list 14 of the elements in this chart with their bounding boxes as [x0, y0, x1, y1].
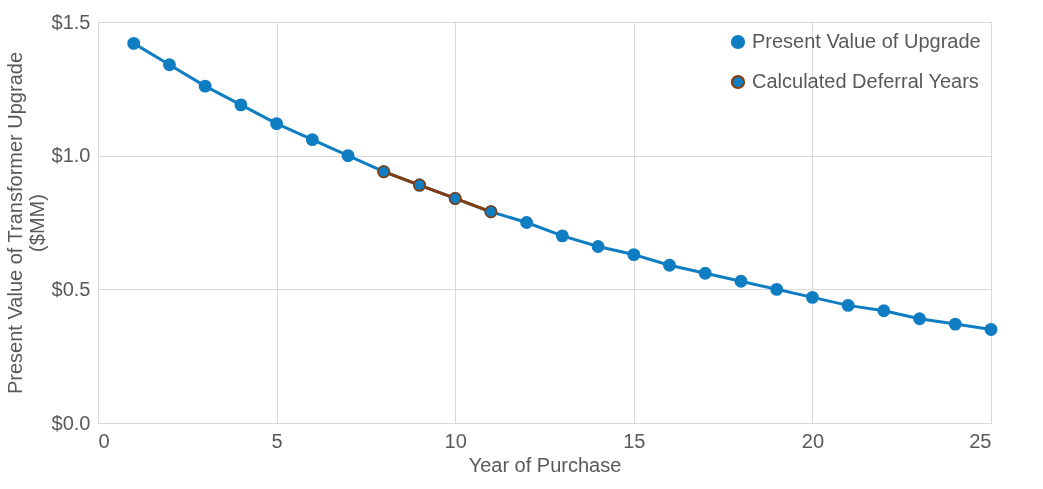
y-tick-label: $1.0 [51, 144, 91, 167]
x-tick-label: 25 [969, 429, 992, 452]
x-tick-label: 5 [271, 429, 283, 452]
x-tick-label: 10 [444, 429, 467, 452]
x-tick-label: 15 [623, 429, 646, 452]
x-tick-label: 0 [98, 429, 110, 452]
y-tick-label: $1.5 [51, 10, 91, 33]
y-axis-title: Present Value of Transformer Upgrade ($MM) [3, 51, 48, 395]
x-axis-title: Year of Purchase [468, 453, 622, 476]
x-tick-label: 20 [801, 429, 825, 452]
legend-label: Present Value of Upgrade [752, 30, 981, 52]
legend-label: Calculated Deferral Years [752, 70, 979, 92]
y-tick-label: $0.0 [51, 411, 91, 434]
y-tick-label: $0.5 [51, 277, 91, 300]
